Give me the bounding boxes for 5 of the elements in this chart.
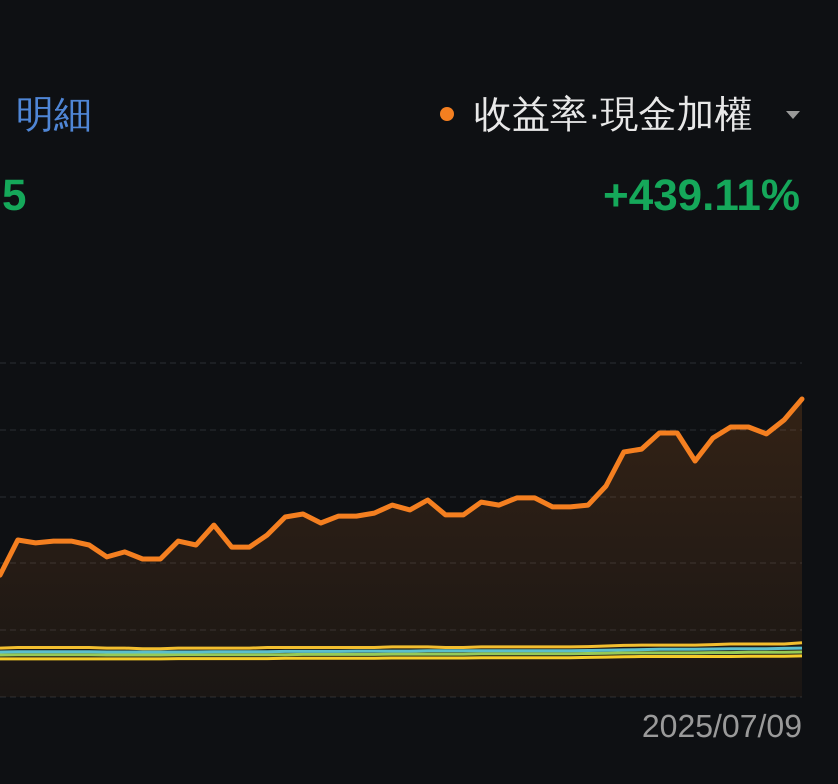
annotation: 5 — [2, 171, 26, 220]
legend-label: 收益率·現金加權 — [474, 94, 753, 136]
annotation: +439.11% — [603, 171, 800, 220]
annotation: 2025/07/09 — [642, 708, 802, 744]
annotation: 明細 — [16, 94, 92, 136]
